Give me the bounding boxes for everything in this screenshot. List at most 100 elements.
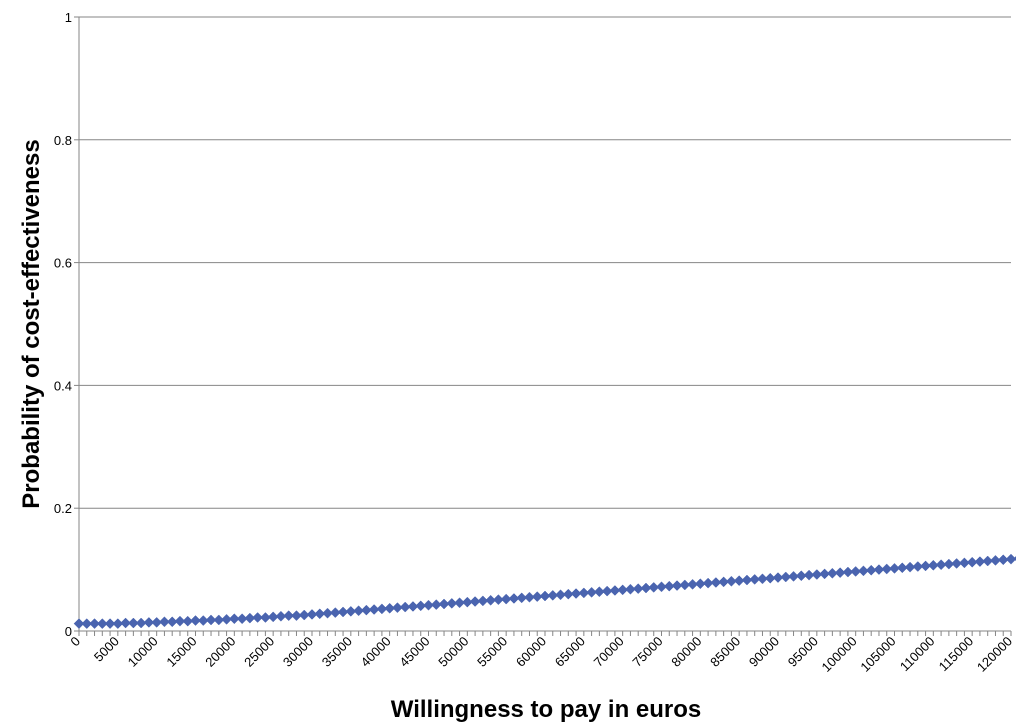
data-point (547, 590, 559, 601)
data-point (966, 556, 978, 568)
x-axis-title: Willingness to pay in euros (391, 696, 702, 723)
x-tick-label: 60000 (513, 634, 549, 670)
data-point (648, 582, 660, 593)
data-point (772, 572, 784, 583)
data-point (423, 599, 434, 611)
x-tick-label: 20000 (202, 634, 238, 670)
y-tick-label: 0.6 (54, 256, 72, 271)
data-point (283, 610, 295, 622)
data-point (392, 602, 403, 614)
data-point (337, 606, 349, 618)
data-point (516, 592, 528, 604)
data-point (438, 598, 450, 610)
data-point (143, 617, 155, 628)
data-point (345, 605, 357, 617)
data-point (174, 615, 186, 627)
data-point (314, 608, 326, 620)
x-tick-label: 105000 (857, 634, 898, 675)
data-point (197, 615, 209, 626)
data-point (896, 562, 908, 574)
data-series (73, 553, 1016, 629)
data-point (1013, 555, 1016, 562)
data-point (570, 588, 582, 599)
data-point (594, 586, 605, 598)
data-point (935, 559, 947, 571)
data-point (275, 610, 287, 622)
data-point (166, 616, 178, 628)
data-point (617, 584, 629, 596)
data-point (663, 580, 675, 592)
data-point (555, 589, 566, 601)
data-point (221, 613, 232, 625)
data-point (974, 556, 986, 567)
x-tick-label: 55000 (474, 634, 510, 670)
data-point (368, 604, 380, 615)
data-point (943, 558, 955, 570)
data-point (990, 555, 1001, 566)
data-point (702, 577, 714, 589)
data-point (469, 596, 481, 607)
data-point (718, 576, 729, 588)
x-tick-label: 25000 (241, 634, 277, 670)
data-point (213, 614, 225, 626)
data-point (959, 557, 970, 569)
data-point (609, 585, 621, 596)
data-point (182, 615, 194, 627)
x-tick-label: 5000 (91, 634, 122, 665)
data-point (788, 571, 799, 582)
x-tick-label: 65000 (552, 634, 588, 670)
data-point (726, 575, 737, 587)
data-point (539, 590, 551, 602)
data-point (997, 554, 1009, 566)
data-point (228, 613, 240, 625)
x-tick-label: 10000 (125, 634, 161, 670)
data-point (384, 602, 396, 614)
data-point (446, 598, 458, 609)
data-point (927, 559, 939, 571)
data-point (120, 617, 131, 629)
data-point (687, 578, 698, 590)
x-tick-label: 0 (67, 634, 83, 650)
data-point (306, 609, 318, 620)
x-tick-label: 120000 (974, 634, 1015, 675)
data-point (493, 594, 504, 606)
x-tick-label: 75000 (629, 634, 665, 670)
data-point (244, 612, 256, 624)
data-point (889, 563, 900, 574)
data-point (252, 612, 263, 623)
data-point (694, 578, 706, 590)
series-line (79, 557, 1016, 625)
data-point (811, 569, 823, 580)
y-tick-label: 0.8 (54, 133, 72, 148)
data-point (96, 618, 108, 629)
grid-lines (79, 16, 1011, 509)
x-tick-label: 30000 (280, 634, 316, 670)
x-tick-label: 15000 (163, 634, 199, 670)
y-tick-label: 1 (65, 10, 72, 25)
data-point (205, 614, 217, 626)
data-point (733, 575, 745, 587)
data-point (865, 564, 877, 576)
axes (74, 16, 1012, 636)
data-point (112, 618, 124, 629)
data-point (858, 565, 869, 577)
x-tick-label: 110000 (897, 634, 938, 675)
data-point (912, 561, 924, 572)
data-point (803, 569, 815, 581)
x-tick-label: 115000 (936, 634, 977, 675)
data-point (298, 609, 310, 621)
data-point (190, 615, 201, 626)
x-tick-labels: 0 5000 10000 15000 20000 25000 30000 35000 40000… (67, 634, 1015, 675)
data-point (73, 618, 85, 629)
data-point (842, 566, 854, 578)
data-point (135, 617, 147, 629)
data-point (260, 612, 271, 623)
data-point (159, 616, 170, 628)
data-point (982, 555, 994, 567)
data-point (81, 618, 93, 629)
data-point (795, 570, 807, 582)
data-point (819, 568, 830, 580)
data-point (291, 610, 302, 622)
data-point (1005, 553, 1016, 565)
y-axis-title: Probability of cost-effectiveness (18, 139, 45, 508)
